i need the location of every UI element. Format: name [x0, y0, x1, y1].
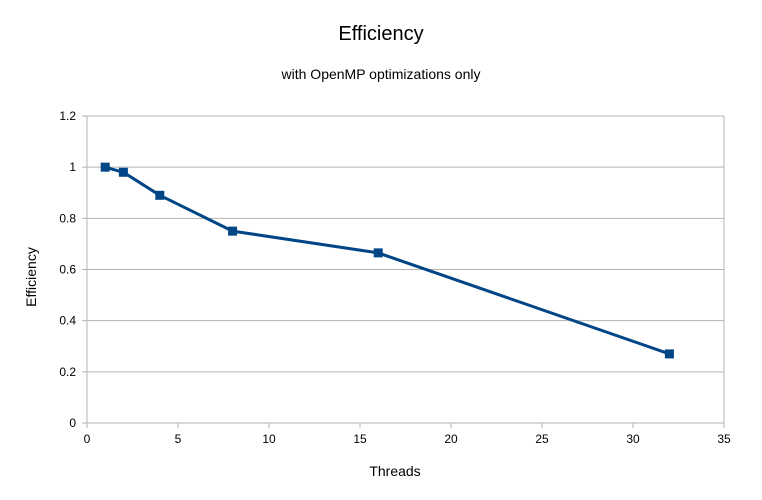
- y-axis-label: Efficiency: [23, 247, 39, 307]
- y-tick-label: 0.2: [59, 365, 76, 379]
- x-axis-label: Threads: [369, 463, 420, 479]
- axes: [82, 115, 725, 428]
- chart-title: Efficiency: [338, 23, 423, 45]
- y-tick-label: 0.8: [59, 211, 76, 225]
- y-tick-label: 0.4: [59, 314, 76, 328]
- x-tick-label: 25: [535, 432, 549, 446]
- data-point-marker: [228, 226, 238, 236]
- series-line: [104, 165, 670, 356]
- data-point-marker: [373, 248, 383, 258]
- y-tick-label: 0: [69, 416, 76, 430]
- x-tick-label: 35: [717, 432, 731, 446]
- y-tick-label: 1: [69, 160, 76, 174]
- chart-subtitle: with OpenMP optimizations only: [281, 66, 481, 82]
- tick-labels: 0 0.2 0.4 0.6 0.8 1 1.2 0 5 10 15 20 25 30 35: [59, 109, 731, 446]
- data-point-marker: [155, 190, 165, 200]
- x-tick-label: 10: [262, 432, 276, 446]
- data-point-marker: [118, 167, 128, 177]
- x-tick-label: 5: [175, 432, 182, 446]
- x-tick-label: 0: [84, 432, 91, 446]
- data-point-marker: [664, 349, 674, 359]
- gridlines: [87, 115, 724, 424]
- y-tick-label: 1.2: [59, 109, 76, 123]
- y-tick-label: 0.6: [59, 263, 76, 277]
- data-point-marker: [100, 162, 110, 172]
- series: [100, 162, 674, 359]
- x-tick-label: 15: [353, 432, 367, 446]
- x-tick-label: 20: [444, 432, 458, 446]
- x-tick-label: 30: [626, 432, 640, 446]
